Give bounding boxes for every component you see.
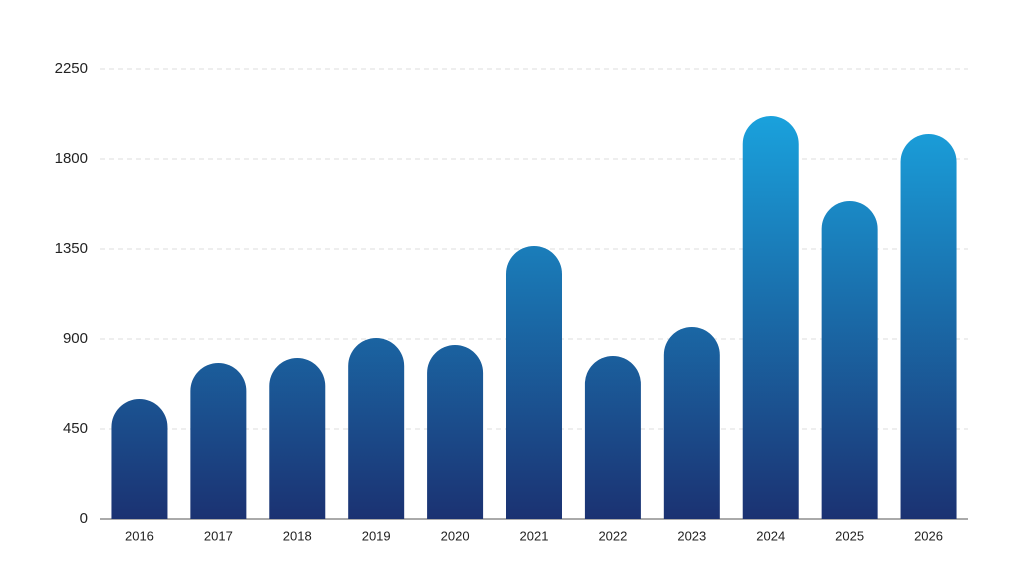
x-tick-label: 2023 bbox=[677, 528, 706, 543]
y-tick-label: 450 bbox=[63, 420, 88, 437]
x-tick-label: 2021 bbox=[520, 528, 549, 543]
bar bbox=[348, 338, 405, 519]
y-tick-label: 2250 bbox=[55, 60, 88, 77]
bar bbox=[584, 356, 641, 519]
x-tick-label: 2025 bbox=[835, 528, 864, 543]
y-tick-label: 1350 bbox=[55, 240, 88, 257]
bar bbox=[427, 345, 484, 519]
x-tick-label: 2019 bbox=[362, 528, 391, 543]
bar bbox=[742, 116, 799, 520]
x-tick-label: 2018 bbox=[283, 528, 312, 543]
bar bbox=[269, 358, 326, 519]
y-tick-label: 900 bbox=[63, 330, 88, 347]
bar bbox=[663, 327, 720, 519]
bar bbox=[190, 363, 247, 519]
bar bbox=[111, 399, 168, 519]
x-tick-label: 2017 bbox=[204, 528, 233, 543]
x-tick-label: 2016 bbox=[125, 528, 154, 543]
y-tick-label: 0 bbox=[80, 510, 88, 527]
bar bbox=[900, 134, 957, 520]
x-tick-label: 2026 bbox=[914, 528, 943, 543]
bar bbox=[821, 201, 878, 519]
x-tick-label: 2022 bbox=[598, 528, 627, 543]
bar bbox=[506, 246, 562, 519]
x-tick-label: 2020 bbox=[441, 528, 470, 543]
y-tick-label: 1800 bbox=[55, 150, 88, 167]
x-tick-label: 2024 bbox=[756, 528, 785, 543]
